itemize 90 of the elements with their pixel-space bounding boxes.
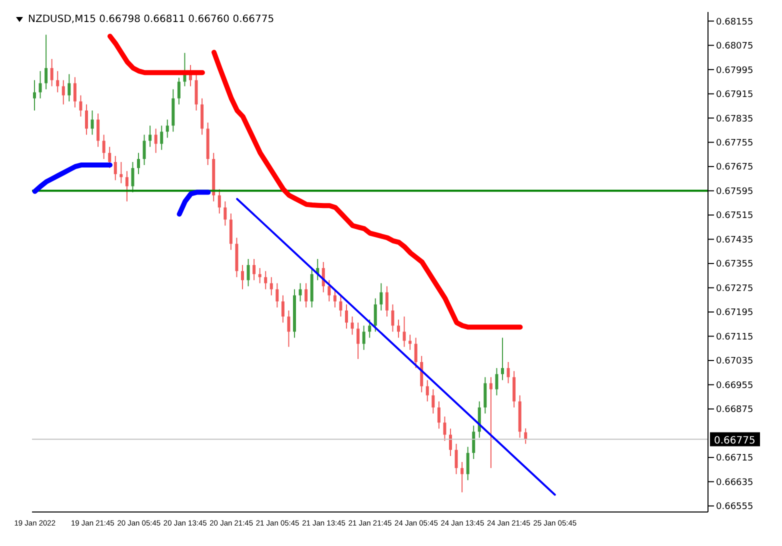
candlestick	[276, 282, 279, 308]
y-tick-label: 0.67275	[716, 284, 754, 294]
candlestick	[270, 276, 273, 296]
candlestick	[50, 58, 54, 87]
candlestick	[218, 188, 221, 214]
candlestick	[114, 155, 117, 181]
candlestick	[142, 134, 146, 166]
candlestick	[108, 146, 112, 169]
candlestick	[304, 282, 308, 308]
y-tick-label: 0.67515	[716, 211, 754, 222]
candlestick	[443, 416, 446, 442]
candlestick	[44, 34, 48, 90]
y-tick-label: 0.67355	[716, 260, 754, 270]
candlestick	[258, 268, 262, 284]
y-tick-label: 0.66555	[716, 502, 754, 512]
y-tick-label: 0.66875	[716, 405, 754, 416]
candlestick	[414, 337, 418, 369]
y-tick-label: 0.66715	[716, 454, 754, 464]
candlestick	[374, 298, 377, 332]
candlestick	[246, 258, 250, 287]
candlestick	[224, 200, 227, 226]
candlestick	[131, 162, 134, 193]
y-tick-label: 0.66635	[716, 478, 754, 488]
candlestick	[350, 316, 354, 336]
candlestick	[90, 110, 94, 136]
candlestick	[96, 113, 100, 148]
candlestick	[506, 362, 510, 384]
candlestick	[489, 376, 492, 469]
candlestick	[328, 280, 331, 302]
candlestick	[177, 77, 180, 105]
candlestick	[102, 134, 106, 160]
chart-title: NZDUSD,M15 0.66798 0.66811 0.66760 0.66775	[28, 14, 274, 25]
candlestick	[85, 104, 88, 136]
y-tick-label: 0.67835	[716, 114, 754, 124]
y-tick-label: 0.67435	[716, 235, 754, 246]
candlestick	[449, 428, 452, 456]
candlestick	[432, 388, 435, 414]
y-tick-label: 0.67675	[716, 162, 754, 173]
candlestick	[339, 294, 342, 318]
candlestick	[120, 162, 123, 184]
candlestick	[241, 264, 244, 290]
candlestick	[460, 462, 464, 493]
candlestick	[281, 294, 284, 324]
candlestick	[368, 319, 372, 338]
candlestick	[345, 304, 348, 330]
candlestick	[408, 334, 412, 350]
candlestick	[397, 319, 400, 338]
candlestick	[38, 70, 42, 99]
candlestick	[264, 270, 268, 290]
candlestick	[501, 337, 504, 381]
candlestick	[362, 325, 366, 350]
candlestick	[166, 119, 169, 138]
candlestick	[287, 310, 290, 348]
candlestick	[298, 282, 302, 302]
candlestick	[385, 286, 388, 318]
candlestick	[495, 368, 498, 396]
y-tick-label: 0.67755	[716, 138, 754, 148]
y-tick-label: 0.67595	[716, 186, 754, 197]
y-tick-label: 0.67115	[716, 332, 754, 342]
ref-line-label: 0.66775	[714, 435, 756, 446]
candlestick	[154, 128, 158, 154]
y-tick-label: 0.67995	[716, 66, 754, 76]
candlestick	[402, 316, 406, 348]
y-tick-label: 0.67035	[716, 356, 754, 367]
candlestick	[454, 443, 458, 475]
candlestick	[160, 125, 164, 150]
candlestick	[333, 288, 336, 308]
candlestick	[356, 322, 360, 360]
candlestick	[466, 446, 470, 481]
y-tick-label: 0.68075	[716, 42, 754, 52]
candlestick	[380, 282, 383, 311]
candlestick	[56, 70, 60, 93]
candlestick	[79, 94, 82, 118]
candlestick	[33, 80, 36, 111]
y-tick-label: 0.66955	[716, 380, 754, 391]
candlestick	[73, 76, 76, 108]
candlestick	[148, 125, 152, 148]
candlestick	[125, 170, 128, 202]
candlestick	[391, 304, 394, 332]
y-tick-label: 0.68155	[716, 17, 754, 28]
y-tick-label: 0.67195	[716, 308, 754, 318]
candlestick	[437, 400, 440, 430]
candlestick	[68, 74, 71, 102]
candlestick	[524, 428, 528, 444]
candlestick	[252, 258, 256, 281]
candlestick	[62, 80, 65, 105]
y-tick-label: 0.67915	[716, 90, 754, 100]
candlestick	[472, 425, 476, 460]
candlestick	[137, 152, 140, 175]
candlestick	[426, 380, 429, 402]
